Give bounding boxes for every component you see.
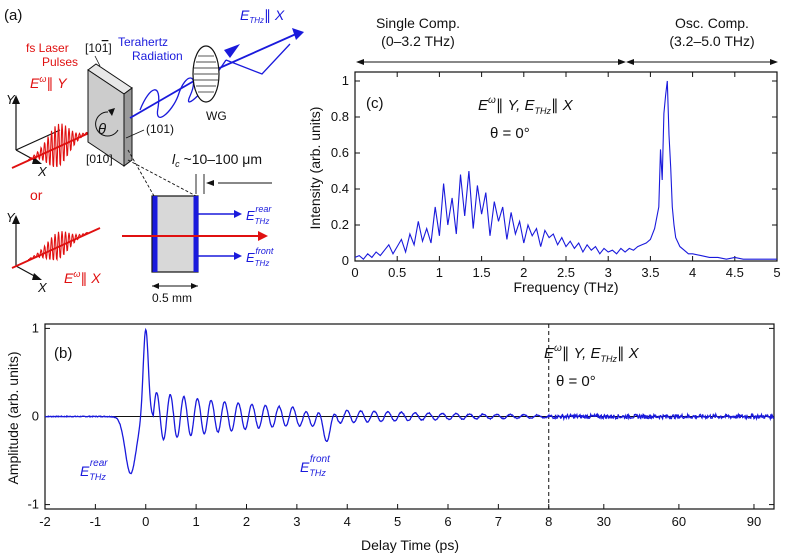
panel-c-xtick-label: 1 — [436, 265, 443, 280]
panel-b-annot-line1: Eω∥ Y, ETHz∥ X — [544, 343, 640, 364]
panel-b-xtick-label: 5 — [394, 514, 401, 529]
region-single-line2: (0–3.2 THz) — [381, 33, 455, 49]
panel-b-chart: (b) Eω∥ Y, ETHz∥ X θ = 0° ETHzrear ETHzf… — [5, 320, 775, 553]
laser-pol-top: Eω∥ Y — [30, 74, 68, 91]
lc-label: lc ~10–100 μm — [172, 151, 262, 169]
panel-b-ytick-label: 1 — [32, 320, 39, 335]
wire-grid-polarizer — [192, 45, 220, 103]
panel-c-xlabel: Frequency (THz) — [513, 279, 618, 295]
bottom-axes: Y X — [6, 210, 61, 295]
panel-b-ytick-label: -1 — [27, 497, 39, 512]
panel-c-ytick-label: 0.4 — [331, 181, 349, 196]
panel-b-xtick-label: 6 — [444, 514, 451, 529]
panel-c-ytick-label: 1 — [342, 73, 349, 88]
panel-c-xtick-label: 2.5 — [557, 265, 575, 280]
panel-c-ytick-label: 0 — [342, 253, 349, 268]
laser-label-line2: Pulses — [42, 55, 78, 69]
panel-c-ytick-label: 0.2 — [331, 217, 349, 232]
thz-radiation-line2: Radiation — [132, 49, 183, 63]
panel-b-xtick-label: 30 — [597, 514, 611, 529]
theta-label: θ — [98, 121, 106, 138]
panel-b-xtick-label: 7 — [495, 514, 502, 529]
region-osc-line1: Osc. Comp. — [675, 15, 749, 31]
panel-c-xtick-label: 0.5 — [388, 265, 406, 280]
region-single-line1: Single Comp. — [376, 15, 460, 31]
axis-x-label-2: X — [37, 280, 48, 295]
panel-b-xtick-label: 2 — [243, 514, 250, 529]
panel-c-xtick-label: 4 — [689, 265, 696, 280]
panel-b-xlabel: Delay Time (ps) — [361, 537, 459, 553]
wg-label: WG — [206, 109, 227, 123]
laser-pulse-top — [11, 123, 101, 169]
panel-c-xtick-label: 4.5 — [726, 265, 744, 280]
axis-x-label: X — [37, 164, 48, 179]
panel-label-b: (b) — [54, 345, 72, 362]
thz-pol-label: ETHz∥ X — [240, 7, 285, 25]
panel-a-diagram: (a) fs Laser Pulses Eω∥ Y Y X θ — [4, 7, 304, 305]
panel-b-xtick-label: -2 — [39, 514, 51, 529]
laser-label-line1: fs Laser — [26, 41, 69, 55]
panel-c-xtick-label: 3.5 — [641, 265, 659, 280]
panel-b-rear-label: ETHzrear — [80, 458, 108, 482]
miller-top: [101] — [85, 41, 112, 55]
thz-radiation-line1: Terahertz — [118, 35, 168, 49]
panel-c-xtick-label: 5 — [773, 265, 780, 280]
panel-b-xtick-label: 4 — [344, 514, 351, 529]
panel-b-xtick-label: 0 — [142, 514, 149, 529]
laser-pol-bottom: Eω∥ X — [64, 269, 101, 286]
crystal-cross-section — [122, 195, 268, 289]
panel-b-ytick-label: 0 — [32, 409, 39, 424]
laser-pulse-bottom — [11, 227, 101, 269]
panel-c-xtick-label: 2 — [520, 265, 527, 280]
panel-b-ticks: -2 -1 0 1 2 3 4 5 6 7 8 30 60 90-101 — [27, 320, 774, 529]
panel-c-ylabel: Intensity (arb. units) — [307, 107, 323, 230]
miller-101: (101) — [146, 122, 174, 136]
panel-b-xtick-label: 3 — [293, 514, 300, 529]
axis-y-label-2: Y — [6, 210, 16, 225]
panel-c-ytick-label: 0.8 — [331, 109, 349, 124]
panel-b-xtick-label: 1 — [193, 514, 200, 529]
panel-label-c: (c) — [366, 95, 384, 112]
panel-c-spectrum-line — [354, 80, 777, 260]
axis-y-label: Y — [6, 92, 16, 107]
thickness-label: 0.5 mm — [152, 291, 192, 305]
rear-label: ETHzrear — [246, 204, 272, 226]
panel-b-xtick-label: 60 — [672, 514, 686, 529]
panel-c-chart: Single Comp. (0–3.2 THz) Osc. Comp. (3.2… — [307, 15, 781, 295]
panel-c-annot-line2: θ = 0° — [490, 125, 530, 142]
or-label: or — [30, 187, 43, 203]
panel-b-ylabel: Amplitude (arb. units) — [5, 351, 21, 484]
panel-c-xtick-label: 3 — [605, 265, 612, 280]
miller-010: [010] — [86, 152, 113, 166]
panel-label-a: (a) — [4, 7, 22, 24]
panel-c-ytick-label: 0.6 — [331, 145, 349, 160]
top-axes: Y X — [6, 92, 61, 179]
panel-c-ticks: 0 0.5 1 1.5 2 2.5 3 3.5 4 4.5 5 0 0.2 0.4 0.6 0.8 1 — [331, 72, 781, 280]
panel-c-xtick-label: 0 — [351, 265, 358, 280]
crystal — [87, 63, 133, 167]
panel-b-xtick-label: 8 — [545, 514, 552, 529]
panel-b-front-label: ETHzfront — [300, 454, 331, 478]
region-osc-line2: (3.2–5.0 THz) — [669, 33, 754, 49]
front-label: ETHzfront — [246, 246, 274, 268]
region-arrows — [356, 59, 778, 65]
panel-b-annot-line2: θ = 0° — [556, 373, 596, 390]
panel-c-xtick-label: 1.5 — [473, 265, 491, 280]
panel-b-trace-line — [44, 327, 775, 475]
thz-beam — [129, 28, 304, 119]
panel-b-xtick-label: -1 — [90, 514, 102, 529]
panel-c-annot-line1: Eω∥ Y, ETHz∥ X — [478, 95, 574, 116]
panel-b-xtick-label: 90 — [747, 514, 761, 529]
